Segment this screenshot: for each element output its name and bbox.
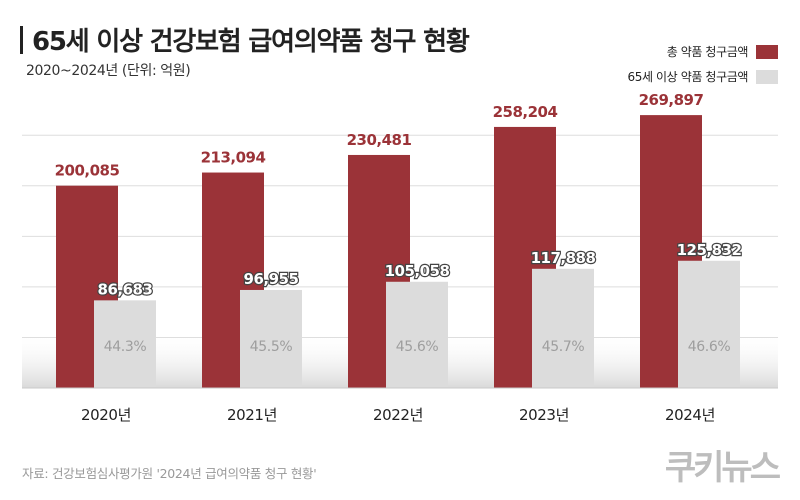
chart-subtitle: 2020~2024년 (단위: 억원) (26, 63, 191, 79)
share-percent-label-3: 45.7% (542, 339, 585, 355)
share-percent-label-0: 44.3% (104, 339, 147, 355)
legend-label-total: 총 약품 청구금액 (666, 45, 749, 59)
source-note: 자료: 건강보험심사평가원 '2024년 급여의약품 청구 현황' (22, 466, 317, 481)
legend-label-senior: 65세 이상 약품 청구금액 (627, 70, 749, 84)
senior-value-label-3: 117,888 (531, 249, 596, 267)
title-accent-bar (20, 26, 23, 54)
share-percent-label-1: 45.5% (250, 339, 293, 355)
senior-value-label-4: 125,832 (677, 241, 742, 259)
total-value-label-0: 200,085 (55, 162, 120, 180)
senior-value-label-2: 105,058 (385, 262, 450, 280)
chart-title: 65세 이상 건강보험 급여의약품 청구 현황 (32, 27, 470, 57)
total-value-label-3: 258,204 (493, 103, 558, 121)
senior-bar-1 (240, 289, 302, 388)
senior-bar-0 (94, 300, 156, 388)
category-label-0: 2020년 (81, 406, 131, 424)
share-percent-label-4: 46.6% (688, 339, 731, 355)
legend-swatch-total (756, 44, 778, 59)
category-label-1: 2021년 (227, 406, 277, 424)
senior-bar-3 (532, 268, 594, 388)
total-value-label-4: 269,897 (639, 91, 704, 109)
category-label-3: 2023년 (519, 406, 569, 424)
category-label-2: 2022년 (373, 406, 423, 424)
senior-value-label-0: 86,683 (98, 280, 153, 298)
senior-bar-4 (678, 260, 740, 388)
senior-value-label-1: 96,955 (244, 270, 299, 288)
senior-bar-2 (386, 281, 448, 388)
legend-swatch-senior (756, 69, 778, 84)
total-value-label-2: 230,481 (347, 131, 412, 149)
legend-item-total: 총 약품 청구금액 (667, 43, 778, 60)
brand-logo: 쿠키뉴스 (664, 448, 781, 488)
category-label-4: 2024년 (665, 406, 715, 424)
total-value-label-1: 213,094 (201, 149, 266, 167)
share-percent-label-2: 45.6% (396, 339, 439, 355)
legend-item-senior: 65세 이상 약품 청구금액 (628, 68, 778, 85)
